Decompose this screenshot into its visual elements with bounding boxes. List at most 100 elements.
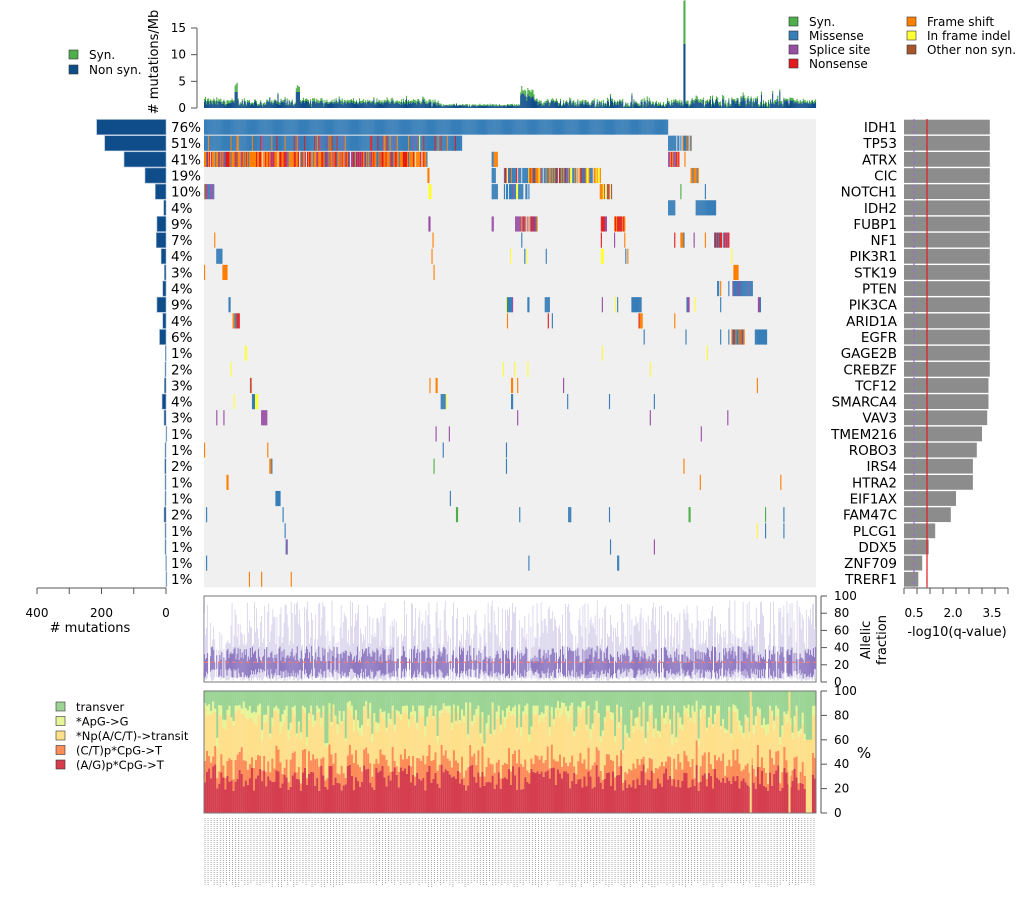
tmb-bar-syn <box>489 103 491 106</box>
oncoprint-cell <box>411 151 413 167</box>
oncoprint-cell <box>536 119 538 135</box>
tmb-bar-syn <box>389 102 391 104</box>
tmb-bar-nonsyn <box>378 101 380 108</box>
tmb-bar-syn <box>717 97 719 102</box>
tmb-bar-nonsyn <box>706 101 708 108</box>
oncoprint-cell <box>396 135 398 151</box>
tmb-bar-syn <box>370 101 372 104</box>
oncoprint-cell <box>330 119 332 135</box>
oncoprint-cell <box>678 151 680 167</box>
oncoprint-cell <box>391 119 393 135</box>
oncoprint-cell <box>370 119 372 135</box>
oncoprint-cell <box>372 135 374 151</box>
tmb-bar-syn <box>376 98 378 102</box>
tmb-bar-nonsyn <box>729 105 731 108</box>
tmb-bar-syn <box>732 99 734 101</box>
spectrum-segment <box>491 775 494 813</box>
spectrum-segment <box>518 704 521 715</box>
tmb-bar-nonsyn <box>550 100 552 108</box>
tmb-bar-nonsyn <box>554 102 556 108</box>
oncoprint-cell <box>641 119 643 135</box>
qvalue-bar <box>904 394 989 409</box>
tmb-bar-syn <box>631 93 633 96</box>
oncoprint-cell <box>226 474 228 490</box>
tmb-bar-nonsyn <box>720 105 722 108</box>
tmb-bar-syn <box>325 101 327 104</box>
oncoprint-cell <box>294 135 296 151</box>
spectrum-segment <box>399 719 402 755</box>
oncoprint-cell <box>543 119 545 135</box>
tmb-bar-nonsyn <box>758 106 760 108</box>
spectrum-segment <box>336 733 339 774</box>
oncoprint-cell <box>525 184 527 200</box>
oncoprint-cell <box>682 135 684 151</box>
tmb-bar-nonsyn <box>461 105 463 108</box>
tmb-bar-syn <box>638 103 640 106</box>
tmb-bar-nonsyn <box>502 105 504 108</box>
tmb-bar-syn <box>340 100 342 104</box>
spectrum-segment <box>291 775 294 813</box>
spectrum-segment <box>418 778 421 813</box>
oncoprint-cell <box>233 151 235 167</box>
tmb-bar-nonsyn <box>447 105 449 108</box>
spectrum-segment <box>289 729 292 760</box>
tmb-bar-syn <box>778 101 780 105</box>
tmb-bar-syn <box>549 102 551 104</box>
spectrum-segment <box>297 726 300 767</box>
spectrum-segment <box>538 773 541 813</box>
spectrum-segment <box>556 709 560 762</box>
oncoprint-cell <box>495 119 497 135</box>
tmb-bar-nonsyn <box>600 102 602 108</box>
tmb-bar-syn <box>688 105 690 108</box>
tmb-bar-syn <box>368 100 370 102</box>
oncoprint-cell <box>573 167 575 184</box>
spectrum-segment <box>534 705 537 716</box>
oncoprint-cell <box>566 119 568 135</box>
spectrum-segment <box>603 721 606 766</box>
tmb-bar-nonsyn <box>513 106 515 108</box>
tmb-bar-nonsyn <box>279 104 281 108</box>
oncoprint-cell <box>741 329 743 345</box>
oncoprint-cell <box>300 119 303 135</box>
spectrum-segment <box>391 709 394 747</box>
oncoprint-cell <box>392 135 394 151</box>
oncoprint-cell <box>506 184 509 200</box>
tmb-bar-syn <box>741 97 743 102</box>
oncoprint-cell <box>516 167 518 184</box>
oncoprint-cell <box>671 135 673 151</box>
tmb-y-tick-label: 0 <box>178 101 186 115</box>
oncoprint-cell <box>347 119 349 135</box>
tmb-bar-nonsyn <box>322 102 324 108</box>
oncoprint-cell <box>238 313 240 329</box>
tmb-bar-syn <box>504 105 506 107</box>
spectrum-segment <box>297 766 300 780</box>
oncoprint-cell <box>275 151 277 167</box>
oncoprint-cell <box>547 119 549 135</box>
oncoprint-cell <box>416 151 418 167</box>
oncoprint-cell <box>418 135 420 151</box>
tmb-bar-nonsyn <box>680 105 682 108</box>
spectrum-segment <box>536 771 539 813</box>
spectrum-segment <box>220 691 223 706</box>
oncoprint-cell <box>242 151 244 167</box>
tmb-bar-syn <box>312 98 314 102</box>
tmb-bar-nonsyn <box>601 107 603 108</box>
oncoprint-cell <box>715 232 717 248</box>
tmb-bar-nonsyn <box>625 103 627 108</box>
tmb-bar-nonsyn <box>237 100 239 108</box>
tmb-bar-syn <box>547 99 549 102</box>
tmb-bar-syn <box>514 104 516 106</box>
oncoprint-cell <box>649 410 651 426</box>
spectrum-segment <box>579 707 582 718</box>
spectrum-segment <box>346 755 349 766</box>
oncoprint-cell <box>234 135 236 151</box>
oncoprint-cell <box>510 297 512 313</box>
oncoprint-cell <box>650 119 652 135</box>
oncoprint-cell <box>551 313 553 329</box>
tmb-bar-syn <box>532 90 534 97</box>
oncoprint-cell <box>227 151 229 167</box>
spectrum-segment <box>385 727 388 733</box>
spectrum-segment <box>291 691 294 708</box>
oncoprint-cell <box>235 151 237 167</box>
